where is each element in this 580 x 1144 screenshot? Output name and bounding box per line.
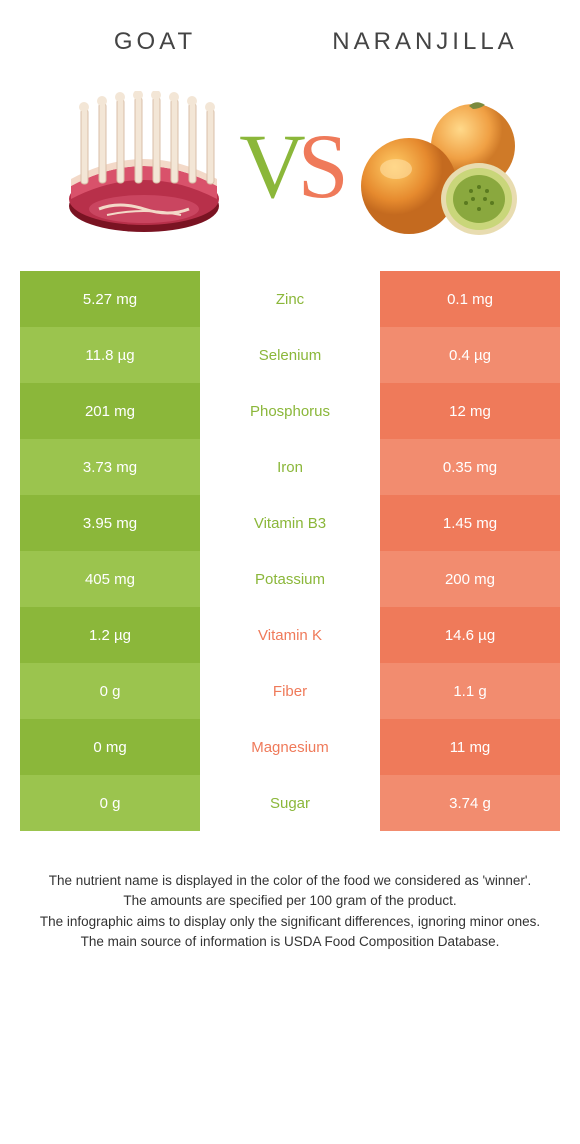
food-image-left (59, 81, 229, 251)
table-row: 0 mgMagnesium11 mg (20, 719, 560, 775)
note-line: The nutrient name is displayed in the co… (30, 871, 550, 891)
nutrient-name: Zinc (200, 271, 380, 327)
nutrient-name: Sugar (200, 775, 380, 831)
table-row: 3.73 mgIron0.35 mg (20, 439, 560, 495)
table-row: 405 mgPotassium200 mg (20, 551, 560, 607)
value-left: 0 g (20, 775, 200, 831)
value-left: 11.8 µg (20, 327, 200, 383)
value-right: 0.1 mg (380, 271, 560, 327)
nutrient-name: Iron (200, 439, 380, 495)
value-left: 0 mg (20, 719, 200, 775)
nutrient-name: Potassium (200, 551, 380, 607)
value-right: 3.74 g (380, 775, 560, 831)
value-left: 201 mg (20, 383, 200, 439)
vs-v: V (239, 120, 297, 212)
table-row: 1.2 µgVitamin K14.6 µg (20, 607, 560, 663)
table-row: 5.27 mgZinc0.1 mg (20, 271, 560, 327)
value-right: 12 mg (380, 383, 560, 439)
nutrient-name: Magnesium (200, 719, 380, 775)
nutrient-name: Selenium (200, 327, 380, 383)
title-left: GOAT (20, 28, 290, 56)
table-row: 0 gSugar3.74 g (20, 775, 560, 831)
note-line: The amounts are specified per 100 gram o… (30, 891, 550, 911)
table-row: 201 mgPhosphorus12 mg (20, 383, 560, 439)
value-left: 3.73 mg (20, 439, 200, 495)
value-right: 200 mg (380, 551, 560, 607)
food-image-right (351, 81, 521, 251)
table-row: 3.95 mgVitamin B31.45 mg (20, 495, 560, 551)
table-row: 0 gFiber1.1 g (20, 663, 560, 719)
nutrient-name: Vitamin B3 (200, 495, 380, 551)
value-right: 14.6 µg (380, 607, 560, 663)
value-left: 0 g (20, 663, 200, 719)
nutrient-name: Vitamin K (200, 607, 380, 663)
note-line: The main source of information is USDA F… (30, 932, 550, 952)
value-right: 0.4 µg (380, 327, 560, 383)
vs-s: S (298, 120, 341, 212)
nutrient-table: 5.27 mgZinc0.1 mg11.8 µgSelenium0.4 µg20… (20, 271, 560, 831)
value-left: 1.2 µg (20, 607, 200, 663)
nutrient-name: Phosphorus (200, 383, 380, 439)
value-right: 0.35 mg (380, 439, 560, 495)
value-right: 1.45 mg (380, 495, 560, 551)
value-left: 3.95 mg (20, 495, 200, 551)
vs-label: VS (239, 120, 341, 212)
title-right: NARANJILLA (290, 28, 560, 56)
value-right: 11 mg (380, 719, 560, 775)
hero-row: VS (0, 66, 580, 271)
note-line: The infographic aims to display only the… (30, 912, 550, 932)
value-left: 405 mg (20, 551, 200, 607)
table-row: 11.8 µgSelenium0.4 µg (20, 327, 560, 383)
value-right: 1.1 g (380, 663, 560, 719)
footnote: The nutrient name is displayed in the co… (30, 871, 550, 952)
value-left: 5.27 mg (20, 271, 200, 327)
nutrient-name: Fiber (200, 663, 380, 719)
